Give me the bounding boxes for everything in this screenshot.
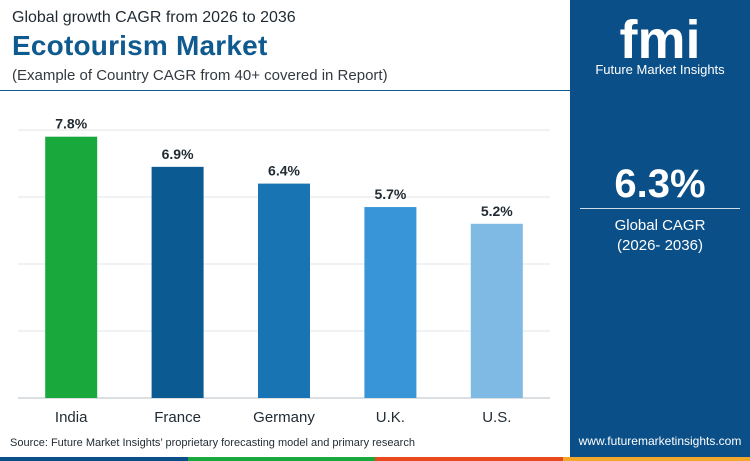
x-tick-label: France [154, 409, 201, 426]
data-label: 7.8% [55, 116, 87, 132]
globe-icon [647, 13, 679, 23]
data-label: 6.4% [268, 163, 300, 179]
chart-title: Ecotourism Market [12, 30, 268, 61]
bar-france [151, 166, 204, 398]
strip-segment-1 [0, 457, 188, 461]
bar-chart: 7.8% India 6.9% France 6.4% Germany 5.7% U.K. 5.… [18, 116, 550, 426]
bar-germany [258, 183, 310, 398]
global-cagr-label-line1: Global CAGR [614, 217, 706, 234]
data-label: 5.7% [374, 186, 406, 202]
kpi-divider [580, 208, 740, 209]
data-label: 6.9% [162, 146, 194, 162]
brand-color-strip [0, 457, 750, 461]
bar-uk [364, 207, 417, 398]
chart-caption: (Example of Country CAGR from 40+ covere… [12, 67, 388, 84]
strip-segment-3 [375, 457, 563, 461]
bar-us [470, 223, 523, 398]
website-link[interactable]: www.futuremarketinsights.com [578, 434, 742, 448]
global-cagr-period: (2026- 2036) [617, 237, 703, 254]
bar-india [45, 136, 98, 398]
header-divider [0, 90, 570, 91]
global-cagr-label: Global CAGR (2026- 2036) [570, 216, 750, 256]
brand-name: Future Market Insights [595, 62, 725, 77]
source-note: Source: Future Market Insights’ propriet… [10, 437, 415, 449]
x-tick-label: Germany [253, 409, 315, 426]
fmi-logo-mark: fmi [620, 10, 701, 70]
sidebar-panel: fmi Future Market Insights 6.3% Global C… [570, 0, 750, 461]
x-tick-label: U.S. [482, 409, 511, 426]
x-tick-label: India [55, 409, 88, 426]
strip-segment-4 [562, 457, 750, 461]
fmi-logo: fmi [620, 10, 701, 70]
data-label: 5.2% [481, 203, 513, 219]
global-cagr-value: 6.3% [614, 162, 706, 206]
strip-segment-2 [187, 457, 375, 461]
chart-subtitle: Global growth CAGR from 2026 to 2036 [12, 9, 296, 26]
x-tick-label: U.K. [376, 409, 405, 426]
